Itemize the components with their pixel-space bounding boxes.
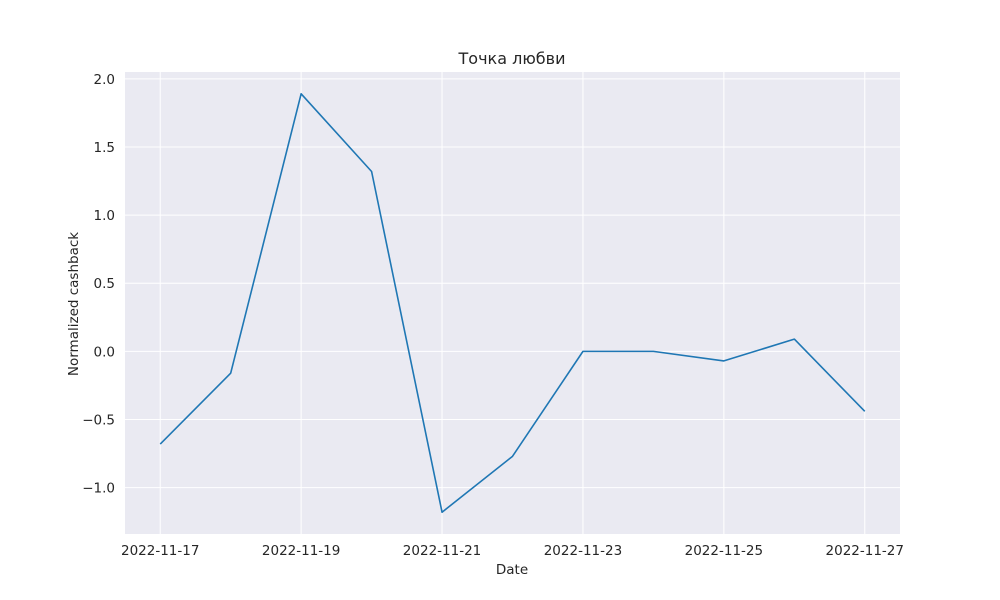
y-tick-label: 2.0 — [94, 72, 115, 88]
chart-title: Точка любви — [458, 49, 566, 68]
x-gridlines — [159, 72, 866, 534]
y-tick-label: 1.5 — [94, 140, 115, 156]
y-tick-label: 1.0 — [94, 208, 115, 224]
x-tick-label: 2022-11-27 — [826, 543, 904, 559]
y-axis-label: Normalized cashback — [66, 232, 82, 376]
y-gridlines — [125, 78, 900, 489]
x-tick-labels: 2022-11-17 2022-11-19 2022-11-21 2022-11-23… — [121, 543, 904, 559]
y-tick-label: 0.5 — [94, 276, 115, 292]
y-tick-label: −1.0 — [82, 481, 115, 497]
x-axis-label: Date — [496, 562, 528, 578]
x-tick-label: 2022-11-19 — [262, 543, 340, 559]
x-tick-label: 2022-11-23 — [544, 543, 622, 559]
x-tick-label: 2022-11-21 — [403, 543, 481, 559]
y-tick-labels: −1.0 −0.5 0.0 0.5 1.0 1.5 2.0 — [82, 72, 115, 497]
x-tick-label: 2022-11-25 — [685, 543, 763, 559]
y-tick-label: 0.0 — [94, 344, 115, 360]
plot-area — [125, 72, 900, 534]
y-tick-label: −0.5 — [82, 413, 115, 429]
series-line — [159, 93, 866, 513]
x-tick-label: 2022-11-17 — [121, 543, 199, 559]
